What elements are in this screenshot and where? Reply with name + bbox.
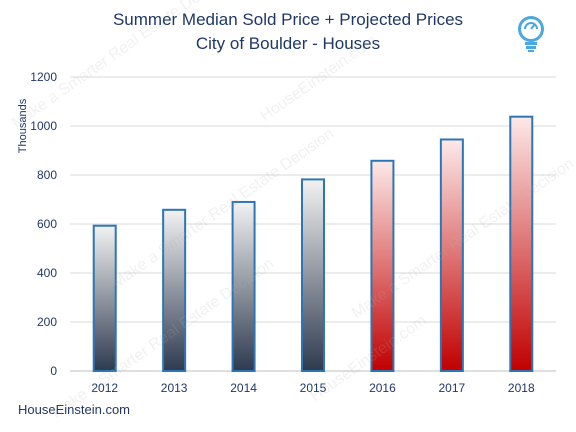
y-tick-label: 400 bbox=[37, 266, 57, 280]
bar-2017 bbox=[439, 138, 464, 372]
x-tick-label: 2017 bbox=[439, 381, 466, 395]
chart-title: Summer Median Sold Price + Projected Pri… bbox=[112, 10, 464, 29]
x-tick-labels: 2012 2013 2014 2015 2016 2017 2018 bbox=[91, 381, 535, 395]
bar-2015 bbox=[301, 178, 325, 372]
x-tick-label: 2015 bbox=[300, 381, 327, 395]
y-tick-label: 800 bbox=[37, 168, 57, 182]
bar-2013 bbox=[162, 208, 187, 372]
chart-subtitle: City of Boulder - Houses bbox=[195, 34, 381, 53]
y-axis-label: Thousands bbox=[17, 98, 29, 154]
lightbulb-icon bbox=[518, 16, 544, 52]
x-tick-label: 2014 bbox=[230, 381, 257, 395]
y-tick-label: 0 bbox=[50, 364, 57, 378]
y-tick-label: 600 bbox=[37, 217, 57, 231]
site-footer: HouseEinstein.com bbox=[18, 402, 130, 417]
x-tick-label: 2013 bbox=[161, 381, 188, 395]
y-tick-label: 1200 bbox=[30, 70, 57, 84]
bars bbox=[92, 115, 534, 372]
x-tick-label: 2018 bbox=[508, 381, 535, 395]
y-tick-labels: 0 200 400 600 800 1000 1200 bbox=[30, 70, 57, 378]
bar-2014 bbox=[231, 200, 256, 372]
bar-2016 bbox=[370, 159, 395, 372]
bar-2012 bbox=[92, 224, 117, 372]
x-tick-label: 2012 bbox=[91, 381, 118, 395]
y-tick-label: 1000 bbox=[30, 119, 57, 133]
x-tick-label: 2016 bbox=[369, 381, 396, 395]
bar-2018 bbox=[509, 115, 534, 372]
y-tick-label: 200 bbox=[37, 315, 57, 329]
